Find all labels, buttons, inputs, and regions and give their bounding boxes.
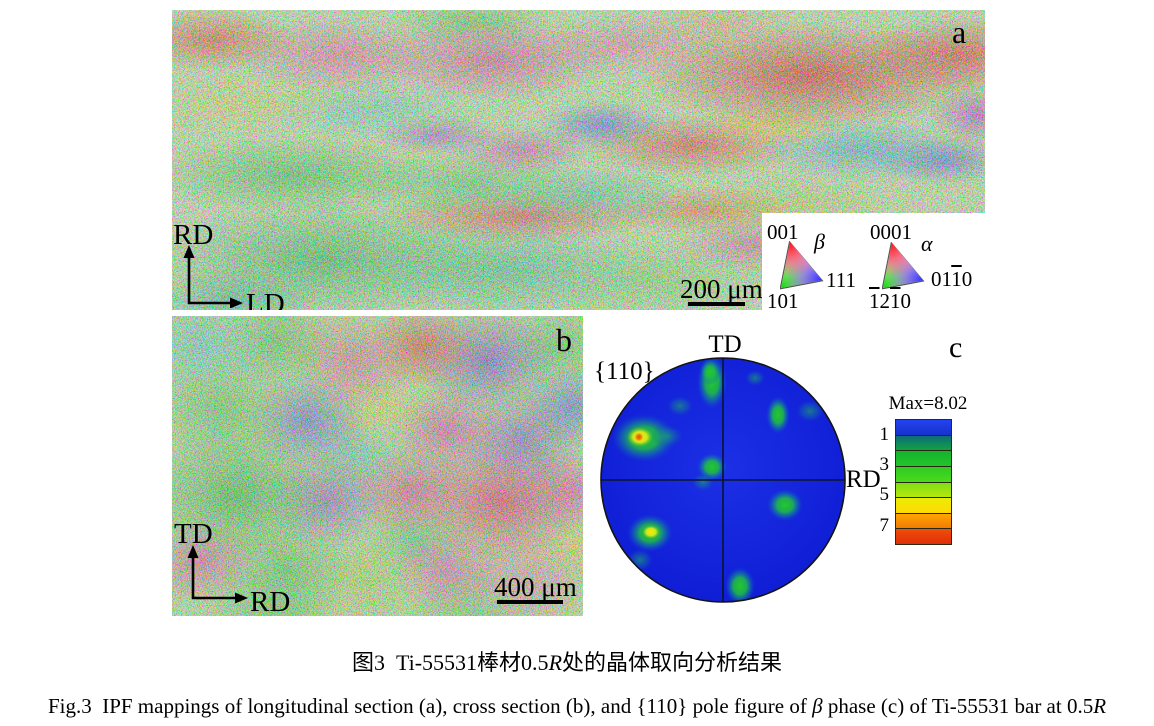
colorbar-max-label: Max=8.02	[888, 393, 968, 414]
beta-ipf-triangle-icon	[779, 240, 824, 290]
panel-b-axis-td-label: TD	[174, 518, 213, 550]
beta-corner-101: 101	[767, 289, 799, 313]
beta-corner-111: 111	[826, 268, 856, 292]
pole-figure-plane-label: {110}	[594, 358, 655, 385]
panel-a-letter: a	[952, 14, 967, 50]
colorbar-ticks: 1 3 5 7	[870, 419, 895, 545]
colorbar-tick-7: 7	[879, 515, 890, 536]
panel-b-scale-text: 400 μm	[494, 572, 577, 602]
colorbar-bar	[895, 419, 952, 545]
panel-a-axis-rd-label: RD	[173, 219, 214, 251]
alpha-phase-label: α	[921, 231, 933, 256]
beta-phase-label: β	[814, 229, 825, 254]
panel-a-axes-arrows-icon	[183, 245, 243, 308]
colorbar-tick-1: 1	[879, 424, 890, 445]
panel-a-scale-bar	[688, 302, 745, 306]
colorbar-tick-5: 5	[879, 484, 890, 505]
beta-corner-001: 001	[767, 220, 799, 244]
panel-b-letter: b	[556, 322, 572, 358]
alpha-corner-0110: 0110	[931, 267, 973, 291]
panel-b-scale-bar	[497, 600, 563, 604]
pole-figure-td-label: TD	[708, 331, 742, 358]
panel-b-axis-rd-label: RD	[250, 586, 291, 617]
pole-figure-110	[600, 357, 846, 603]
colorbar-tick-3: 3	[879, 454, 890, 475]
caption-english: Fig.3 IPF mappings of longitudinal secti…	[47, 694, 1107, 718]
alpha-ipf-triangle-icon	[881, 241, 925, 290]
ipf-color-key-legend: 001 β 111 101 0001 α 0110 1210	[762, 213, 985, 314]
pole-figure-rd-label: RD	[846, 466, 881, 493]
ebsd-map-cross-section: b TD RD 400 μm	[172, 316, 583, 616]
panel-a-scale-text: 200 μm	[680, 274, 763, 304]
pole-figure-max-hotspot	[634, 432, 644, 442]
caption-chinese: 图3 Ti-55531棒材0.5R处的晶体取向分析结果	[351, 650, 783, 675]
panel-c-letter: c	[949, 331, 963, 364]
panel-b-axes-arrows-icon	[187, 545, 248, 604]
panel-a-axis-ld-label: LD	[246, 288, 285, 311]
pole-figure-colorbar: Max=8.02 1 3 5 7	[870, 394, 980, 547]
alpha-corner-0001: 0001	[870, 220, 912, 244]
alpha-corner-1210: 1210	[869, 289, 911, 313]
